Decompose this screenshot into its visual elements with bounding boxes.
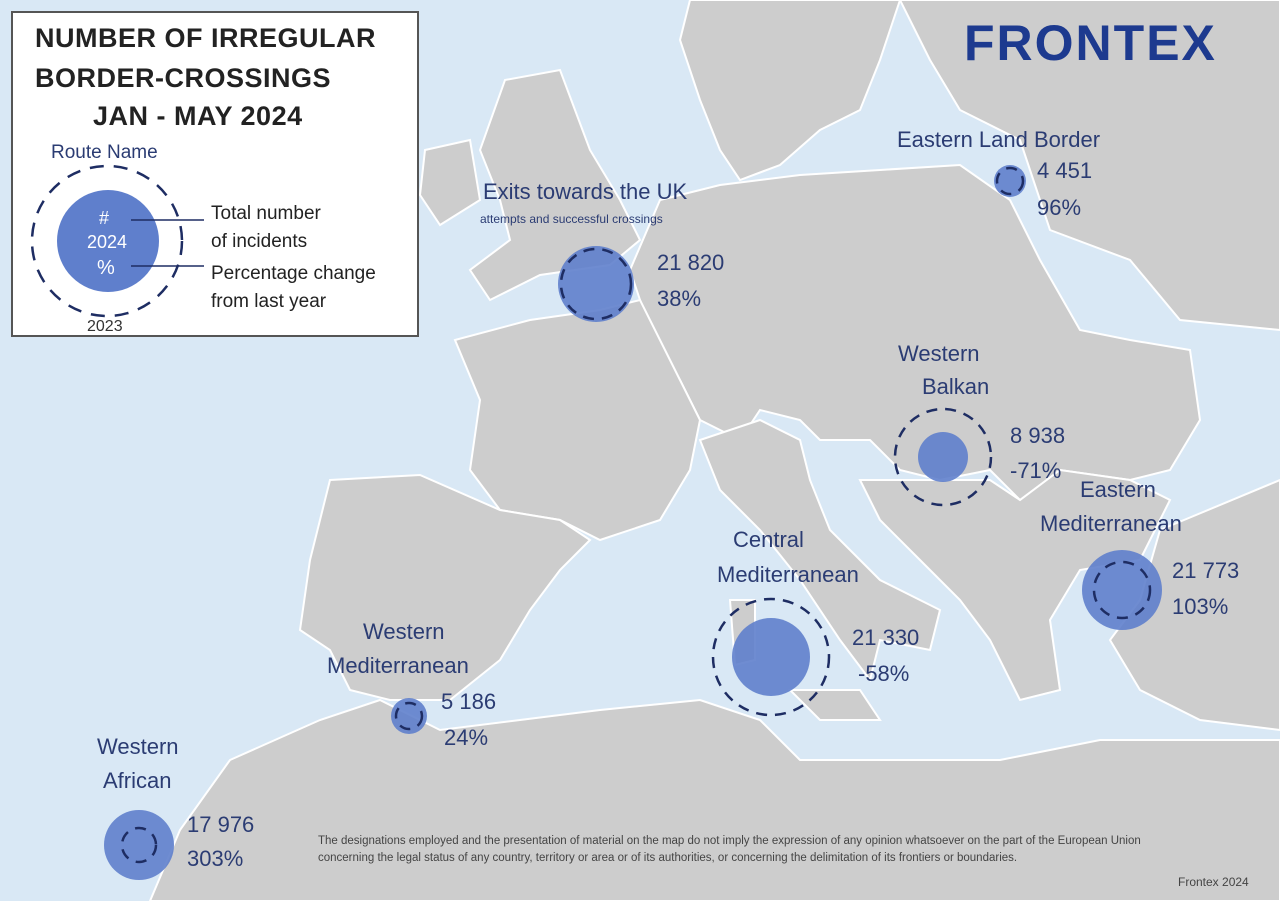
uk-2023-dashed-circle	[559, 247, 633, 321]
land-uk	[468, 68, 642, 302]
route-central-med-total: 21 330	[852, 625, 920, 650]
western-african-2024-circle	[104, 810, 174, 880]
central-med-2023-dashed-circle	[711, 597, 831, 717]
route-central-med-change: -58%	[858, 661, 910, 686]
route-western-med-change: 24%	[444, 725, 489, 750]
land-balkans	[858, 468, 1172, 702]
route-eastern-land-change: 96%	[1037, 195, 1082, 220]
legend-change-line2: from last year	[211, 291, 327, 312]
uk-2024-circle	[558, 246, 634, 322]
route-western-balkan-name2: Balkan	[922, 374, 990, 399]
route-western-african-name1: Western	[97, 734, 179, 759]
legend-box: NUMBER OF IRREGULAR BORDER-CROSSINGS JAN…	[11, 11, 419, 337]
western-african-2023-dashed-circle	[120, 826, 158, 864]
title-line3: JAN - MAY 2024	[93, 101, 303, 131]
legend-percent: %	[97, 257, 115, 279]
route-western-african-name2: African	[103, 768, 172, 793]
route-central-med-name2: Mediterranean	[717, 562, 859, 587]
legend-year-current: 2024	[87, 232, 128, 252]
credit: Frontex 2024	[1178, 875, 1249, 889]
legend-change-line1: Percentage change	[211, 263, 376, 284]
western-balkan-2024-circle	[918, 432, 968, 482]
route-central-med-name1: Central	[733, 527, 804, 552]
land-iberia	[298, 473, 592, 701]
route-eastern-land-total: 4 451	[1037, 158, 1093, 183]
title-line2: BORDER-CROSSINGS	[35, 63, 332, 93]
eastern-land-2024-circle	[994, 165, 1026, 197]
route-western-balkan-total: 8 938	[1010, 423, 1066, 448]
route-western-african-change: 303%	[187, 846, 244, 871]
frontex-logo: FRONTEX	[964, 15, 1217, 71]
land-scandinavia	[678, 0, 902, 182]
route-uk-subtitle: attempts and successful crossings	[480, 212, 663, 226]
legend-year-previous: 2023	[87, 318, 123, 335]
legend-hash: #	[99, 208, 110, 228]
route-uk-change: 38%	[657, 286, 702, 311]
legend-symbol	[30, 164, 204, 318]
eastern-land-2023-dashed-circle	[995, 166, 1025, 196]
eastern-med-2023-dashed-circle	[1092, 560, 1152, 620]
western-med-2023-dashed-circle	[394, 701, 424, 731]
route-uk-name: Exits towards the UK	[483, 179, 688, 204]
central-med-2024-circle	[732, 618, 810, 696]
route-western-med-name1: Western	[363, 619, 445, 644]
route-uk-total: 21 820	[657, 250, 725, 275]
route-eastern-med-change: 103%	[1172, 594, 1229, 619]
route-western-balkan-name1: Western	[898, 341, 980, 366]
route-western-med-total: 5 186	[441, 689, 497, 714]
legend-2023-dashed-circle	[30, 164, 184, 318]
land-italy	[698, 418, 942, 683]
land-ireland	[418, 138, 482, 227]
route-western-med-name2: Mediterranean	[327, 653, 469, 678]
land-masses	[148, 0, 1280, 901]
route-eastern-med-total: 21 773	[1172, 558, 1240, 583]
disclaimer: The designations employed and the presen…	[318, 835, 1141, 864]
route-eastern-land-name: Eastern Land Border	[897, 127, 1101, 152]
title-line1: NUMBER OF IRREGULAR	[35, 23, 376, 53]
legend-route-name: Route Name	[51, 142, 158, 163]
western-balkan-2023-dashed-circle	[893, 407, 993, 507]
legend-total-line1: Total number	[211, 203, 321, 224]
legend-total-line2: of incidents	[211, 231, 308, 252]
route-western-balkan-change: -71%	[1010, 458, 1062, 483]
route-western-african-total: 17 976	[187, 812, 255, 837]
land-finland-russia	[898, 0, 1280, 332]
route-eastern-med-name2: Mediterranean	[1040, 511, 1182, 536]
route-eastern-med-name1: Eastern	[1080, 477, 1156, 502]
